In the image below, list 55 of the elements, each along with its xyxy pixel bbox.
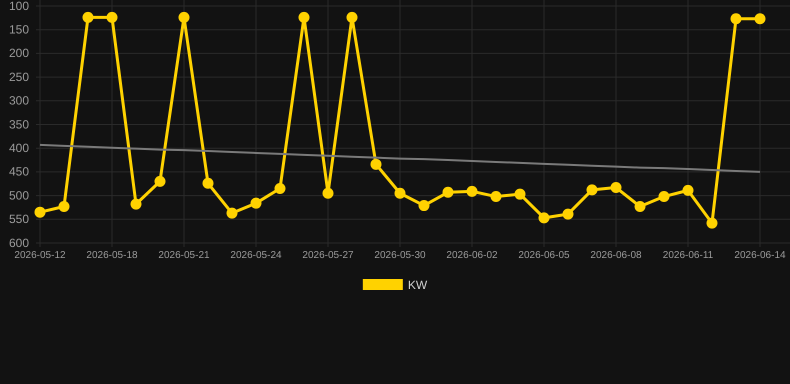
point <box>562 208 574 220</box>
point <box>490 191 502 202</box>
point <box>34 206 46 218</box>
y-tick-label: 350 <box>9 117 30 132</box>
point <box>130 198 142 210</box>
x-tick-label: 2026-05-30 <box>374 250 426 261</box>
x-tick-label: 2026-05-18 <box>86 250 138 261</box>
x-tick-label: 2026-06-05 <box>518 250 570 261</box>
point <box>298 12 310 23</box>
x-tick-label: 2026-06-02 <box>446 250 498 261</box>
point <box>682 184 694 196</box>
point <box>370 158 382 170</box>
y-tick-label: 200 <box>9 46 30 60</box>
point <box>466 186 478 197</box>
point <box>106 12 118 23</box>
x-tick-label: 2026-06-08 <box>590 250 642 261</box>
point <box>274 183 286 194</box>
point <box>418 200 430 212</box>
x-tick-label: 2026-06-11 <box>662 250 714 261</box>
point <box>394 188 406 199</box>
x-tick-label: 2026-05-27 <box>302 250 354 261</box>
point <box>226 208 238 219</box>
point <box>202 178 214 189</box>
y-tick-label: 450 <box>9 164 30 179</box>
point <box>154 176 166 187</box>
y-tick-label: 550 <box>9 212 30 226</box>
y-tick-label: 500 <box>9 188 30 202</box>
y-tick-label: 150 <box>9 22 30 37</box>
point <box>706 218 718 229</box>
point <box>730 13 742 24</box>
point <box>58 201 70 212</box>
point <box>634 201 646 212</box>
point <box>442 186 454 198</box>
x-tick-label: 2026-06-14 <box>734 250 786 261</box>
point <box>322 188 334 199</box>
point <box>538 212 550 224</box>
point <box>658 191 670 202</box>
y-tick-label: 100 <box>9 0 30 13</box>
point <box>178 12 190 23</box>
point <box>514 188 526 200</box>
y-tick-label: 250 <box>9 70 30 84</box>
point <box>250 198 262 209</box>
x-tick-label: 2026-05-24 <box>230 250 282 261</box>
point <box>754 13 766 24</box>
line-series <box>39 144 761 173</box>
x-tick-label: 2026-05-12 <box>14 250 66 261</box>
legend-label: KW <box>408 278 428 292</box>
point <box>346 12 358 23</box>
x-tick-label: 2026-05-21 <box>158 250 210 261</box>
point <box>586 184 598 196</box>
point <box>610 182 622 194</box>
y-tick-label: 400 <box>9 141 30 156</box>
y-tick-label: 600 <box>9 236 30 250</box>
y-tick-label: 300 <box>9 94 30 108</box>
point <box>82 12 94 23</box>
